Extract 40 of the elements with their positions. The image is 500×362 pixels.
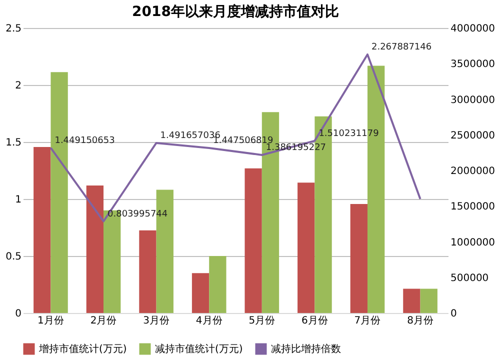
y-tick-label: 1 (15, 194, 22, 206)
y2-tick-label: 2500000 (450, 130, 496, 142)
bar (209, 256, 226, 313)
x-tick-label: 4月份 (196, 316, 222, 326)
x-tick-label: 8月份 (407, 316, 434, 326)
y-tick-label: 2.5 (6, 24, 22, 34)
bar (139, 230, 156, 313)
x-tick-label: 3月份 (143, 316, 170, 326)
bar (192, 273, 210, 313)
y2-tick-label: 0 (450, 308, 457, 320)
bar (298, 182, 315, 313)
bar (244, 168, 262, 313)
bar (420, 288, 438, 313)
x-tick-label: 2月份 (90, 316, 117, 326)
y-tick-label: 0.5 (6, 252, 22, 262)
y2-tick-label: 3000000 (450, 94, 496, 106)
bar (403, 288, 420, 313)
y2-tick-label: 3500000 (450, 59, 496, 70)
x-tick-label: 6月份 (302, 316, 328, 326)
y2-tick-label: 2000000 (450, 166, 496, 177)
x-tick-label: 5月份 (248, 316, 276, 326)
line-series (50, 53, 422, 222)
legend-label: 减持比增持倍数 (271, 343, 341, 355)
y2-tick-label: 4000000 (450, 24, 496, 34)
x-tick-label: 7月份 (354, 316, 381, 326)
bar (86, 185, 104, 313)
y2-tick-label: 1000000 (450, 237, 496, 248)
legend-label: 减持市值统计(万元) (155, 343, 243, 355)
bar (34, 146, 51, 313)
legend-label: 增持市值统计(万元) (38, 343, 127, 355)
chart-title: 2018年以来月度增减持市值对比 (132, 3, 339, 20)
x-tick-label: 1月份 (38, 316, 64, 326)
y-tick-label: 2 (15, 80, 22, 92)
y-tick-label: 1.5 (6, 138, 22, 148)
y2-tick-label: 1500000 (450, 202, 496, 213)
data-label: 2.267887146 (371, 42, 432, 52)
y-tick-label: 0 (15, 308, 22, 320)
bar (350, 204, 368, 313)
data-label: 1.386195227 (266, 142, 326, 153)
y2-tick-label: 500000 (450, 272, 489, 284)
